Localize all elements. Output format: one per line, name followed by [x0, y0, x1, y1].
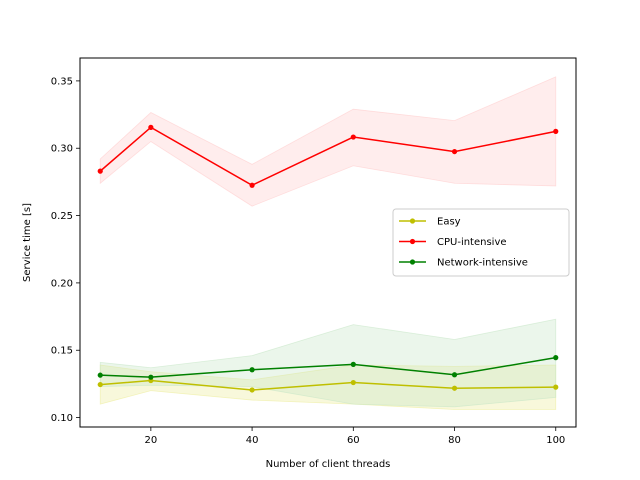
x-axis-label: Number of client threads — [266, 459, 391, 470]
point-cpu-intensive — [350, 134, 356, 140]
y-tick-label: 0.25 — [51, 211, 73, 222]
legend-label-easy: Easy — [437, 217, 461, 228]
point-easy — [350, 379, 356, 386]
y-tick-label: 0.30 — [51, 144, 73, 155]
point-cpu-intensive — [553, 128, 559, 134]
y-tick-label: 0.20 — [51, 278, 73, 289]
plot-frame — [79, 57, 577, 428]
y-axis-label: Service time [s] — [22, 203, 33, 282]
y-tick-label: 0.10 — [51, 413, 73, 424]
point-network-intensive — [350, 361, 356, 367]
point-easy — [451, 385, 458, 391]
y-tick-label: 0.15 — [51, 346, 73, 357]
band-easy — [99, 364, 557, 410]
legend: Easy CPU-intensive Network-intensive — [392, 208, 570, 277]
x-tick-label: 60 — [347, 435, 360, 446]
x-tick-label: 20 — [144, 435, 157, 446]
point-network-intensive — [97, 372, 103, 378]
point-easy — [249, 387, 255, 393]
legend-marker-easy — [409, 218, 416, 224]
point-network-intensive — [451, 372, 458, 378]
legend-label-cpu-intensive: CPU-intensive — [437, 237, 507, 248]
point-network-intensive — [148, 374, 154, 380]
x-tick-label: 80 — [448, 435, 461, 446]
point-cpu-intensive — [97, 168, 103, 174]
x-tick-label: 40 — [246, 435, 259, 446]
band-network-intensive — [99, 318, 557, 408]
point-cpu-intensive — [148, 124, 154, 130]
line-easy — [100, 379, 556, 391]
series-points — [97, 124, 559, 393]
legend-label-network-intensive: Network-intensive — [437, 258, 528, 269]
band-cpu-intensive — [99, 76, 557, 207]
line-cpu-intensive — [99, 126, 556, 187]
point-network-intensive — [553, 355, 559, 361]
x-tick-label: 100 — [546, 435, 565, 446]
legend-marker-network-intensive — [409, 259, 416, 265]
point-easy — [97, 381, 103, 388]
point-cpu-intensive — [249, 182, 255, 188]
point-cpu-intensive — [451, 148, 458, 155]
line-network-intensive — [100, 356, 556, 378]
series-lines — [99, 126, 556, 391]
legend-box — [392, 208, 570, 277]
point-easy — [553, 384, 559, 390]
confidence-bands — [99, 76, 557, 410]
y-axis-ticks: 0.10 0.15 0.20 0.25 0.30 0.35 — [51, 76, 80, 424]
point-network-intensive — [249, 367, 255, 373]
legend-marker-cpu-intensive — [409, 238, 416, 245]
x-axis-ticks: 20 40 60 80 100 — [144, 427, 565, 446]
y-tick-label: 0.35 — [51, 76, 73, 87]
